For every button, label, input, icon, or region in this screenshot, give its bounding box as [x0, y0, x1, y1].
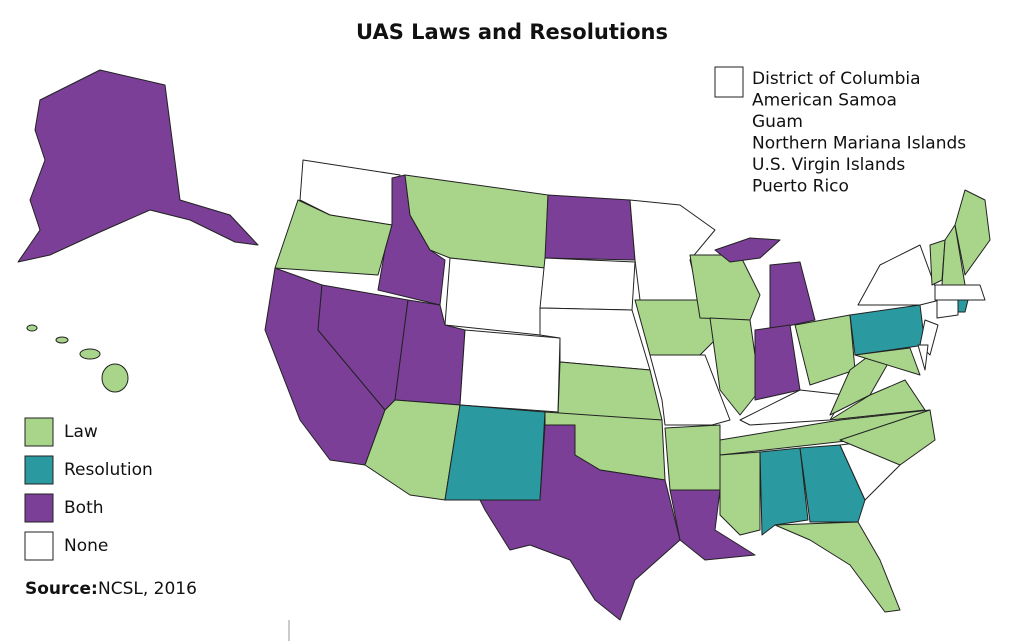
- state: [539, 257, 636, 311]
- state: [664, 424, 721, 491]
- territory-swatch: [714, 66, 744, 98]
- source-text: NCSL, 2016: [98, 579, 197, 599]
- map-title: UAS Laws and Resolutions: [356, 20, 668, 44]
- state: [709, 317, 761, 416]
- state: [849, 304, 926, 356]
- legend-swatch: [24, 455, 54, 485]
- legend-label: Law: [64, 422, 98, 442]
- state: [26, 324, 38, 332]
- state: [444, 257, 546, 336]
- state: [444, 404, 546, 501]
- state: [634, 299, 721, 356]
- state: [794, 314, 856, 386]
- territory-name: Northern Mariana Islands: [752, 134, 966, 154]
- legend-swatch: [24, 531, 54, 561]
- state: [774, 521, 901, 613]
- state: [689, 254, 761, 321]
- state: [544, 194, 636, 261]
- territory-name: Puerto Rico: [752, 177, 849, 197]
- state: [936, 299, 959, 319]
- state: [479, 424, 681, 621]
- state: [839, 409, 936, 466]
- territory-name: U.S. Virgin Islands: [752, 155, 905, 175]
- state: [79, 348, 101, 360]
- legend-label: Both: [64, 498, 104, 518]
- state: [759, 447, 809, 536]
- state: [957, 299, 969, 313]
- state: [459, 329, 561, 413]
- legend-label: None: [64, 536, 108, 556]
- state: [754, 324, 801, 401]
- state: [769, 261, 816, 331]
- state: [714, 237, 781, 263]
- territory-name: American Samoa: [752, 91, 897, 111]
- legend-label: Resolution: [64, 460, 153, 480]
- state: [954, 189, 991, 276]
- source-label: Source:: [25, 579, 98, 599]
- state: [719, 451, 761, 536]
- state: [101, 363, 129, 393]
- state: [17, 69, 259, 263]
- legend-swatch: [24, 493, 54, 523]
- state: [829, 379, 926, 421]
- territory-name: Guam: [752, 112, 803, 132]
- state: [854, 347, 921, 376]
- state: [917, 344, 929, 371]
- state: [557, 361, 663, 421]
- territory-name: District of Columbia: [752, 69, 921, 89]
- states: [17, 69, 991, 621]
- legend: Law Resolution Both None: [24, 417, 153, 561]
- state: [934, 284, 986, 301]
- legend-swatch: [24, 417, 54, 447]
- state: [857, 244, 941, 306]
- state: [55, 336, 69, 344]
